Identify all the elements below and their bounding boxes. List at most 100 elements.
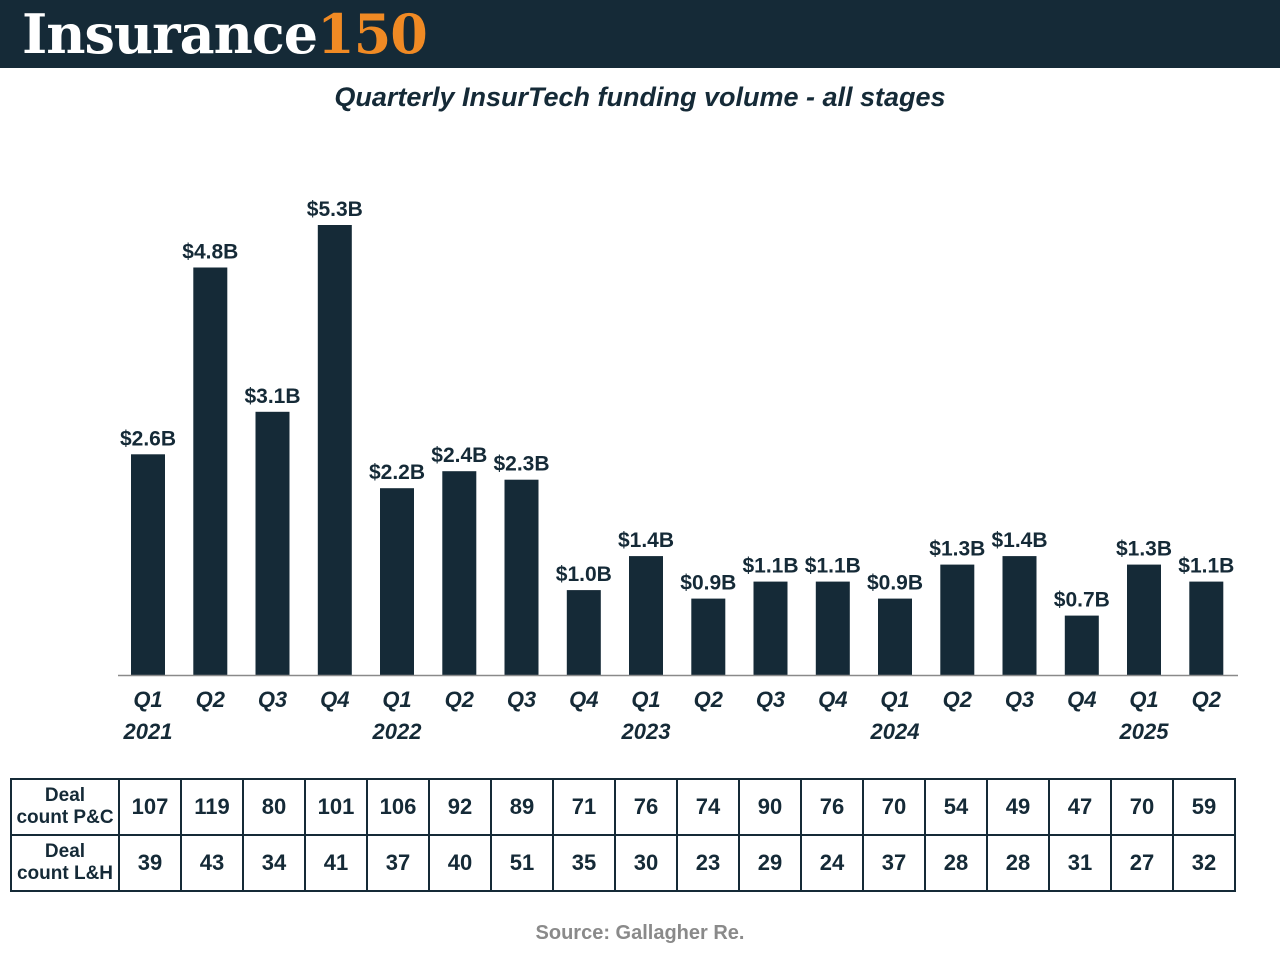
table-cell: 59	[1172, 778, 1236, 836]
table-cell: 41	[304, 834, 368, 892]
table-cell: 30	[614, 834, 678, 892]
value-label-15: $1.4B	[991, 529, 1047, 552]
x-tick-label-11: Q3	[756, 687, 785, 712]
value-label-17: $1.3B	[1116, 538, 1172, 561]
table-row: Deal count P&C 107 119 80 101 106 92 89 71 76 74 90 7…	[10, 778, 1236, 836]
table-cell: 70	[1110, 778, 1174, 836]
row-label: Deal count P&C	[10, 778, 120, 836]
table-cell: 54	[924, 778, 988, 836]
x-tick-label-3: Q3	[258, 687, 287, 712]
bar-7	[504, 479, 539, 675]
x-tick-label-14: Q2	[943, 687, 973, 712]
table-cell: 90	[738, 778, 802, 836]
bars-group	[131, 225, 1224, 675]
value-labels-group: $2.6B $4.8B $3.1B $5.3B $2.2B $2.4B $2.3B $1.0B…	[120, 198, 1234, 612]
value-label-2: $4.8B	[182, 241, 238, 264]
table-cell: 74	[676, 778, 740, 836]
value-label-7: $2.3B	[493, 453, 549, 476]
value-label-4: $5.3B	[307, 198, 363, 221]
bar-11	[753, 581, 788, 675]
bar-8	[566, 590, 601, 675]
table-cell: 31	[1048, 834, 1112, 892]
table-cell: 76	[800, 778, 864, 836]
x-tick-label-5: Q1	[382, 687, 411, 712]
table-cell: 80	[242, 778, 306, 836]
table-row: Deal count L&H 39 43 34 41 37 40 51 35 30 23 29 24 37 2…	[10, 834, 1236, 892]
chart-title: Quarterly InsurTech funding volume - all…	[334, 82, 946, 112]
table-cell: 37	[862, 834, 926, 892]
value-label-3: $3.1B	[244, 385, 300, 408]
year-label-2025: 2025	[1119, 719, 1170, 744]
source-note: Source: Gallagher Re.	[535, 922, 745, 944]
row-label-line2: count P&C	[16, 807, 114, 828]
table-cell: 71	[552, 778, 616, 836]
x-tick-label-2: Q2	[196, 687, 226, 712]
bar-chart: $2.6B $4.8B $3.1B $5.3B $2.2B $2.4B $2.3B $1.0B…	[118, 198, 1238, 744]
x-tick-label-18: Q2	[1192, 687, 1222, 712]
x-tick-label-17: Q1	[1129, 687, 1158, 712]
year-label-2022: 2022	[372, 719, 423, 744]
table-cell: 47	[1048, 778, 1112, 836]
table-cell: 101	[304, 778, 368, 836]
table-cell: 43	[180, 834, 244, 892]
year-label-2021: 2021	[123, 719, 173, 744]
bar-4	[317, 225, 352, 675]
value-label-5: $2.2B	[369, 461, 425, 484]
value-label-9: $1.4B	[618, 529, 674, 552]
x-tick-label-15: Q3	[1005, 687, 1034, 712]
deal-count-table-body: Deal count P&C 107 119 80 101 106 92 89 71 76 74 90 7…	[10, 778, 1236, 892]
bar-18	[1189, 581, 1224, 675]
deal-count-table: Deal count P&C 107 119 80 101 106 92 89 71 76 74 90 7…	[10, 778, 1236, 892]
table-cell: 119	[180, 778, 244, 836]
value-label-18: $1.1B	[1178, 555, 1234, 578]
x-tick-label-6: Q2	[445, 687, 475, 712]
table-cell: 40	[428, 834, 492, 892]
x-tick-label-4: Q4	[320, 687, 349, 712]
logo-brand-text: Insurance	[22, 2, 318, 66]
x-tick-label-8: Q4	[569, 687, 598, 712]
value-label-1: $2.6B	[120, 427, 176, 450]
bar-6	[442, 471, 477, 675]
x-tick-label-13: Q1	[880, 687, 909, 712]
table-cell: 49	[986, 778, 1050, 836]
x-tick-label-7: Q3	[507, 687, 536, 712]
logo-number-text: 150	[317, 2, 428, 66]
table-cell: 32	[1172, 834, 1236, 892]
bar-17	[1127, 564, 1161, 675]
x-tick-labels-group: Q1 2021 Q2 Q3 Q4 Q1 2022 Q2 Q3 Q4 Q1 2023 Q2 Q3 Q4 Q1 20…	[123, 687, 1222, 744]
x-tick-label-9: Q1	[631, 687, 660, 712]
bar-2	[193, 267, 228, 675]
table-cell: 23	[676, 834, 740, 892]
bar-15	[1002, 556, 1037, 675]
table-cell: 51	[490, 834, 554, 892]
table-cell: 28	[986, 834, 1050, 892]
year-label-2024: 2024	[870, 719, 920, 744]
value-label-12: $1.1B	[805, 555, 861, 578]
value-label-13: $0.9B	[867, 572, 923, 595]
table-cell: 35	[552, 834, 616, 892]
bar-9	[629, 556, 663, 675]
x-tick-label-10: Q2	[694, 687, 724, 712]
bar-1	[131, 454, 165, 675]
row-label-line1: Deal	[44, 841, 86, 862]
table-cell: 34	[242, 834, 306, 892]
row-label-line2: count L&H	[16, 863, 114, 884]
value-label-10: $0.9B	[680, 572, 736, 595]
row-label: Deal count L&H	[10, 834, 120, 892]
bar-14	[940, 564, 975, 675]
bar-12	[815, 581, 850, 675]
x-tick-label-1: Q1	[133, 687, 162, 712]
bar-10	[691, 598, 726, 675]
table-cell: 28	[924, 834, 988, 892]
insurance150-logo: Insurance150	[22, 2, 428, 66]
value-label-6: $2.4B	[431, 444, 487, 467]
table-cell: 39	[118, 834, 182, 892]
row-label-line1: Deal	[44, 785, 86, 806]
x-tick-label-12: Q4	[818, 687, 847, 712]
table-cell: 70	[862, 778, 926, 836]
table-cell: 37	[366, 834, 430, 892]
year-label-2023: 2023	[621, 719, 671, 744]
bar-3	[255, 411, 290, 675]
bar-16	[1064, 615, 1099, 675]
table-cell: 106	[366, 778, 430, 836]
